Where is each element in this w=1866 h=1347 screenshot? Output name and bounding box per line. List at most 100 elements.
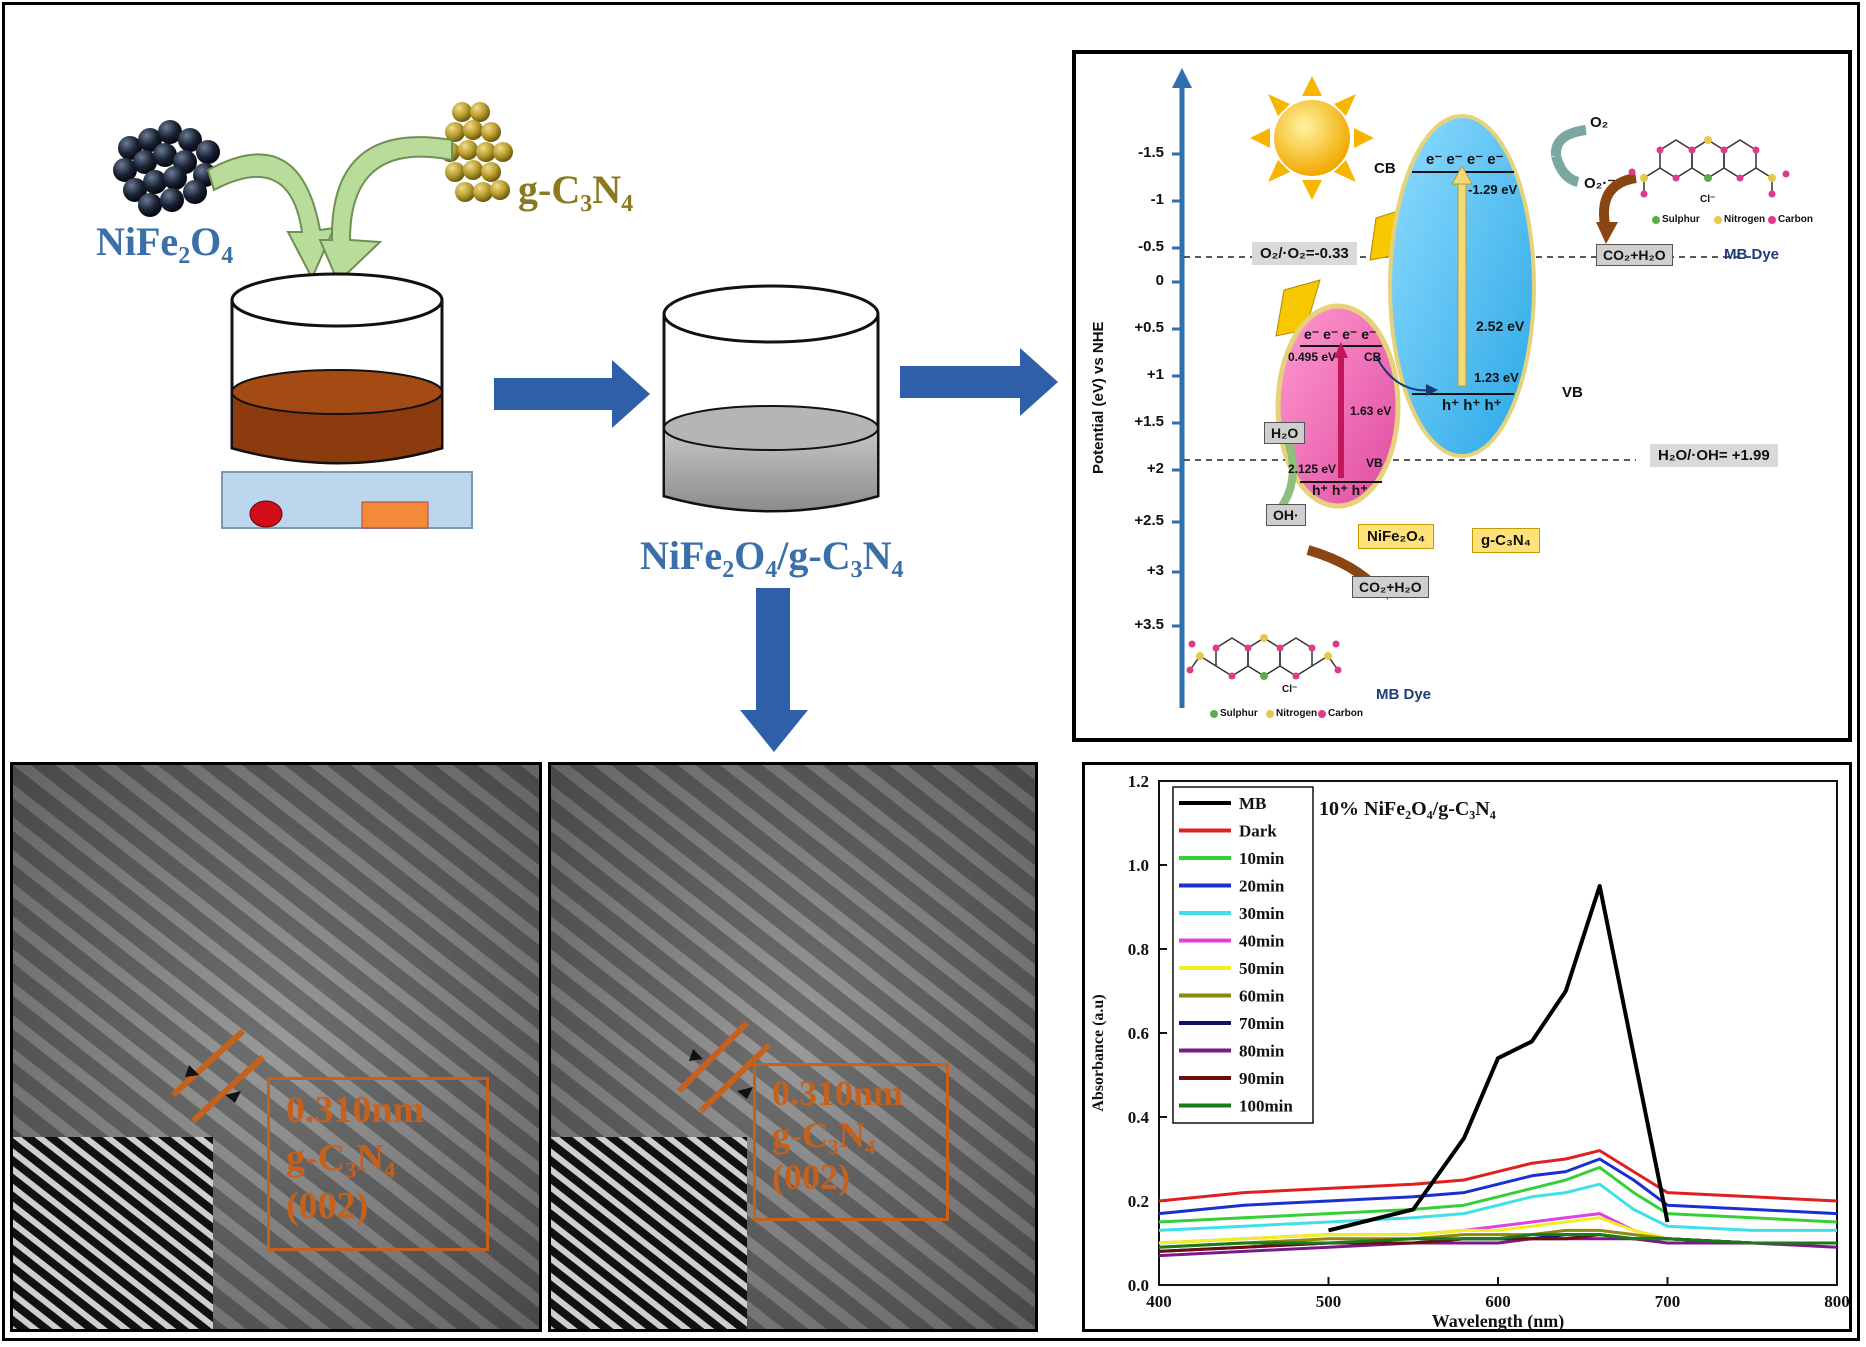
mb-dye-molecule	[1643, 139, 1773, 194]
legend-label: 20min	[1239, 877, 1285, 896]
gcn-cb-value: -1.29 eV	[1468, 182, 1518, 197]
legend-sulphur: Sulphur	[1662, 214, 1700, 225]
x-tick-label: 700	[1655, 1292, 1681, 1311]
legend-label: 60min	[1239, 987, 1285, 1006]
h2o-level-label: H₂O/·OH= +1.99	[1650, 444, 1778, 467]
legend-carbon-2: Carbon	[1328, 708, 1363, 719]
nfo-cb-value: 0.495 eV	[1288, 350, 1337, 364]
tem-image-2: 0.310nm g-C₃N₄ (002)	[548, 762, 1038, 1332]
legend-sulphur-2: Sulphur	[1220, 708, 1258, 719]
gcn-vb-value: 1.23 eV	[1474, 370, 1519, 385]
x-tick-label: 600	[1485, 1292, 1511, 1311]
gcn-tag: g-C₃N₄	[1472, 528, 1540, 553]
gcn-electrons: e⁻ e⁻ e⁻ e⁻	[1426, 151, 1504, 168]
x-axis-title: Wavelength (nm)	[1432, 1311, 1565, 1329]
y-tick-label: 0.2	[1128, 1192, 1149, 1211]
legend-box	[1172, 786, 1314, 1124]
nfo-electrons: e⁻ e⁻ e⁻ e⁻	[1304, 326, 1377, 342]
y-tick-label: 0.6	[1128, 1024, 1149, 1043]
co2-h2o-box-2: CO₂+H₂O	[1352, 576, 1429, 598]
lattice-spacing: 0.310nm	[772, 1073, 904, 1113]
uv-vis-chart: 0.0 0.2 0.4 0.6 0.8 1.0 1.2 400 500 600 700 800 Wave…	[1090, 772, 1849, 1329]
uv-vis-chart-panel: 0.0 0.2 0.4 0.6 0.8 1.0 1.2 400 500 600 700 800 Wave…	[1082, 762, 1852, 1332]
sun-icon	[1250, 76, 1374, 200]
h2o-box: H₂O	[1264, 422, 1306, 444]
beaker-2	[662, 284, 880, 513]
axis-tick: +1.5	[1134, 413, 1164, 430]
series-line-30min	[1158, 1182, 1837, 1232]
legend-label: 90min	[1239, 1069, 1285, 1088]
lattice-fringes	[551, 765, 1035, 1329]
x-tick-label: 500	[1316, 1292, 1342, 1311]
nife2o4-particles	[113, 120, 220, 217]
series-line-Dark	[1158, 1149, 1838, 1203]
process-arrow-2	[900, 348, 1058, 416]
mechanism-diagram	[1172, 68, 1790, 718]
process-arrow-1	[494, 360, 650, 428]
y-tick-label: 0.8	[1128, 940, 1149, 959]
axis-tick: +0.5	[1134, 319, 1164, 336]
gcn-vb-label: VB	[1562, 384, 1583, 401]
y-tick-label: 0.4	[1128, 1108, 1150, 1127]
mb-dye-molecule	[1189, 637, 1339, 677]
tem-label-1: 0.310nm g-C₃N₄ (002)	[267, 1077, 489, 1251]
chloride-label: Cl⁻	[1700, 194, 1716, 205]
mb-dye-label: MB Dye	[1724, 246, 1780, 263]
chloride-label-2: Cl⁻	[1282, 684, 1298, 695]
legend-label: 40min	[1239, 932, 1285, 951]
nfo-cb-label: CB	[1364, 350, 1382, 364]
legend-nitrogen: Nitrogen	[1724, 214, 1766, 225]
hotplate-stirrer	[221, 471, 473, 529]
nfo-tag: NiFe₂O₄	[1358, 524, 1434, 549]
axis-tick: +2.5	[1134, 512, 1164, 529]
oh-box: OH·	[1266, 504, 1306, 526]
legend-label: 10min	[1239, 849, 1285, 868]
legend-label: Dark	[1239, 822, 1277, 841]
axis-tick: -0.5	[1138, 238, 1164, 255]
legend-label: MB	[1239, 794, 1266, 813]
nfo-holes: h⁺ h⁺ h⁺	[1312, 482, 1368, 498]
axis-tick: +3	[1146, 562, 1164, 579]
axis-tick: +1	[1146, 366, 1164, 383]
legend-label: 50min	[1239, 959, 1285, 978]
lattice-fringes	[13, 765, 539, 1329]
co2-h2o-box: CO₂+H₂O	[1596, 244, 1673, 266]
series-line-20min	[1158, 1157, 1838, 1216]
miller-index: (002)	[772, 1157, 850, 1197]
x-tick-label: 400	[1146, 1292, 1172, 1311]
gcn-gap: 2.52 eV	[1476, 318, 1525, 334]
synthesis-illustration	[113, 102, 1058, 752]
y-axis-title: Absorbance (a.u)	[1090, 994, 1107, 1111]
beaker-1	[230, 272, 444, 465]
chart-title: 10% NiFe₂O₄/g-C₃N₄	[1319, 798, 1496, 820]
tem-image-1: 0.310nm g-C₃N₄ (002)	[10, 762, 542, 1332]
lattice-spacing: 0.310nm	[286, 1089, 425, 1131]
gcn-holes: h⁺ h⁺ h⁺	[1442, 397, 1502, 414]
gc3n4-particles	[440, 102, 513, 202]
miller-index: (002)	[286, 1185, 369, 1227]
mixing-arrows	[206, 136, 453, 284]
legend-label: 70min	[1239, 1014, 1285, 1033]
legend-carbon: Carbon	[1778, 214, 1813, 225]
o2-level-label: O₂/·O₂=-0.33	[1252, 242, 1357, 265]
y-tick-label: 1.2	[1128, 772, 1149, 791]
phase-name: g-C₃N₄	[286, 1137, 396, 1179]
process-arrow-3	[740, 588, 808, 752]
y-tick-label: 0.0	[1128, 1276, 1149, 1295]
axis-tick: +2	[1146, 460, 1164, 477]
mechanism-panel: -1.5 -1 -0.5 0 +0.5 +1 +1.5 +2 +2.5 +3 +…	[1072, 50, 1852, 742]
nfo-gap: 1.63 eV	[1350, 404, 1392, 418]
axis-tick: +3.5	[1134, 616, 1164, 633]
nife2o4-label: NiFe₂O₄	[96, 219, 234, 264]
nfo-vb-value: 2.125 eV	[1288, 462, 1337, 476]
series-line-MB	[1328, 884, 1670, 1233]
gcn-cb-label: CB	[1374, 160, 1396, 177]
mb-dye-label-2: MB Dye	[1376, 686, 1432, 703]
gc3n4-label: g-C₃N₄	[518, 167, 634, 212]
composite-label: NiFe₂O₄/g-C₃N₄	[640, 533, 904, 578]
o2-label: O₂	[1590, 114, 1609, 131]
phase-name: g-C₃N₄	[772, 1115, 876, 1155]
o2-radical-label: O₂·⁻	[1584, 175, 1616, 192]
nfo-vb-label: VB	[1366, 456, 1383, 470]
